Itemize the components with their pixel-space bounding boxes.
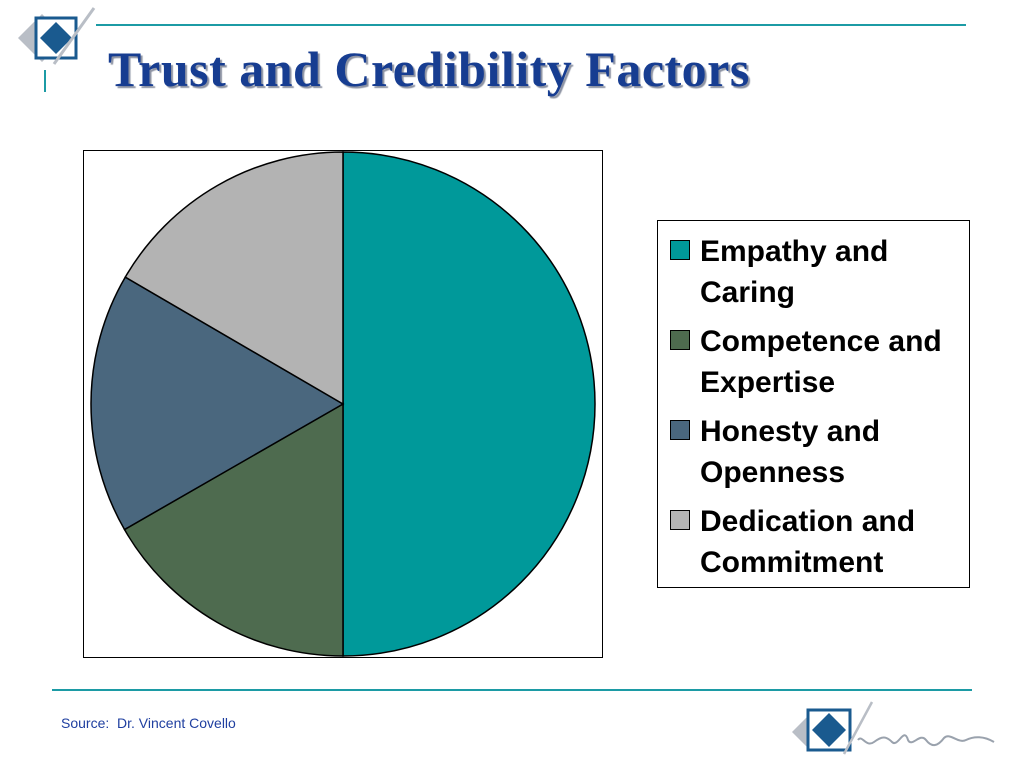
slide-title: Trust and Credibility Factors [108,41,750,97]
pie-slice [342,151,596,657]
legend-swatch [670,420,690,440]
pie-slice [90,276,345,531]
legend-label: Dedication and Commitment [700,505,916,579]
chart-legend: Empathy and Caring Competence and Expert… [657,220,970,588]
pie-chart [90,151,596,657]
accent-tick [44,70,46,92]
legend-item: Dedication and Commitment [670,501,969,583]
top-divider [96,24,966,26]
legend-item: Honesty and Openness [670,411,969,493]
legend-label: Empathy and Caring [700,235,889,309]
pie-slice [124,151,344,406]
legend-item: Empathy and Caring [670,231,969,313]
plot-area-frame [83,150,603,658]
bottom-divider [52,689,972,691]
legend-swatch [670,240,690,260]
legend-label: Honesty and Openness [700,415,881,489]
legend-swatch [670,330,690,350]
legend-item: Competence and Expertise [670,321,969,403]
legend-swatch [670,510,690,530]
logo-icon [18,7,96,65]
signature-logo-icon [792,701,995,755]
pie-slice [123,402,344,657]
legend-label: Competence and Expertise [700,325,942,399]
source-credit: Source: Dr. Vincent Covello [61,715,236,731]
